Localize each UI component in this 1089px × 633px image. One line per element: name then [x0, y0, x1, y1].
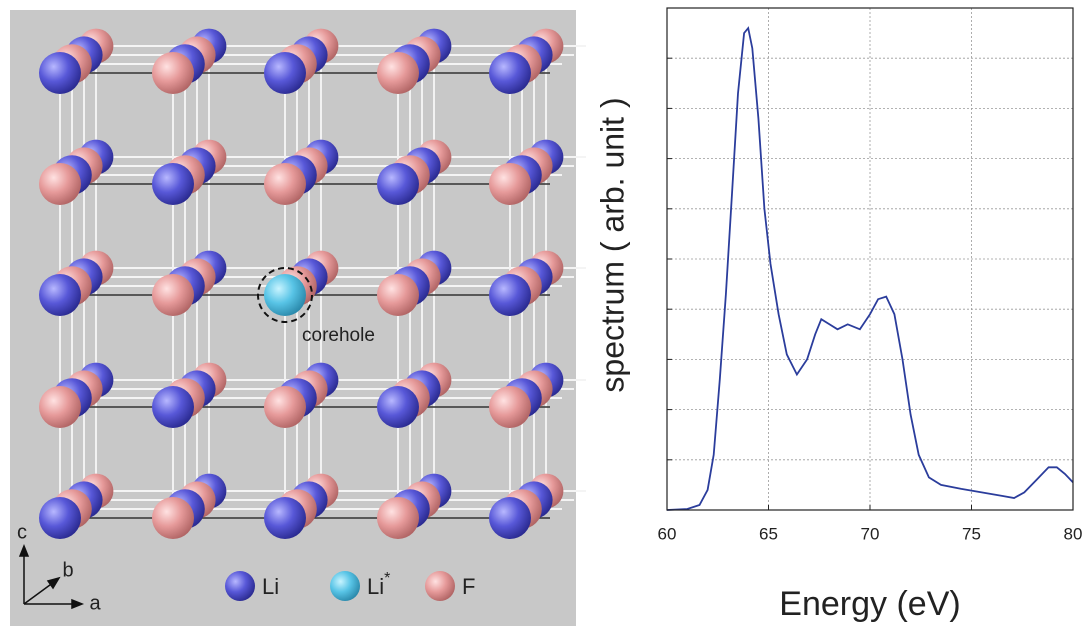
atom	[489, 274, 531, 316]
axis-b-label: b	[62, 559, 73, 581]
atom	[489, 386, 531, 428]
legend: Li Li* F	[225, 570, 475, 601]
legend-swatch	[225, 571, 255, 601]
legend-superscript: *	[384, 570, 390, 587]
x-axis-label: Energy (eV)	[779, 585, 960, 623]
legend-label: Li*	[367, 570, 390, 599]
atom	[377, 163, 419, 205]
atom	[39, 386, 81, 428]
atom	[264, 497, 306, 539]
arrowhead	[46, 576, 61, 590]
atom	[377, 274, 419, 316]
legend-text: Li	[262, 574, 279, 599]
atom	[264, 52, 306, 94]
y-axis-label: spectrum ( arb. unit )	[594, 97, 630, 392]
atom	[39, 163, 81, 205]
axis-a-label: a	[89, 592, 101, 614]
atom	[377, 52, 419, 94]
atom	[264, 386, 306, 428]
atom	[489, 497, 531, 539]
x-tick-label: 70	[861, 524, 880, 543]
corehole-label: corehole	[302, 325, 375, 346]
axis-b-arrow	[23, 581, 55, 605]
legend-label: F	[462, 574, 475, 599]
atom	[152, 497, 194, 539]
legend-text: F	[462, 574, 475, 599]
atom	[152, 274, 194, 316]
chart: 60 65 70 75 80 Energy (eV) spectrum ( arb. uni…	[594, 7, 1083, 623]
x-tick-label: 75	[962, 524, 981, 543]
corehole-marker	[257, 267, 313, 323]
atom	[152, 386, 194, 428]
atom	[377, 497, 419, 539]
spectrum-line	[666, 26, 1074, 511]
plot-frame	[666, 7, 1074, 511]
atom	[39, 274, 81, 316]
crystal-lattice	[39, 28, 586, 539]
legend-text: Li	[367, 574, 384, 599]
x-tick-label: 80	[1064, 524, 1083, 543]
atom	[489, 52, 531, 94]
legend-swatch	[425, 571, 455, 601]
atom	[39, 497, 81, 539]
atom	[264, 163, 306, 205]
atom	[489, 163, 531, 205]
x-tick-label: 60	[658, 524, 677, 543]
arrowhead	[18, 543, 30, 557]
atom	[152, 52, 194, 94]
legend-label: Li	[262, 574, 279, 599]
axis-triad	[18, 543, 85, 610]
atom	[377, 386, 419, 428]
axis-c-label: c	[17, 521, 27, 543]
legend-swatch	[330, 571, 360, 601]
x-tick-label: 65	[759, 524, 778, 543]
atom	[264, 274, 306, 316]
atom	[39, 52, 81, 94]
atom	[152, 163, 194, 205]
arrowhead	[71, 598, 85, 610]
